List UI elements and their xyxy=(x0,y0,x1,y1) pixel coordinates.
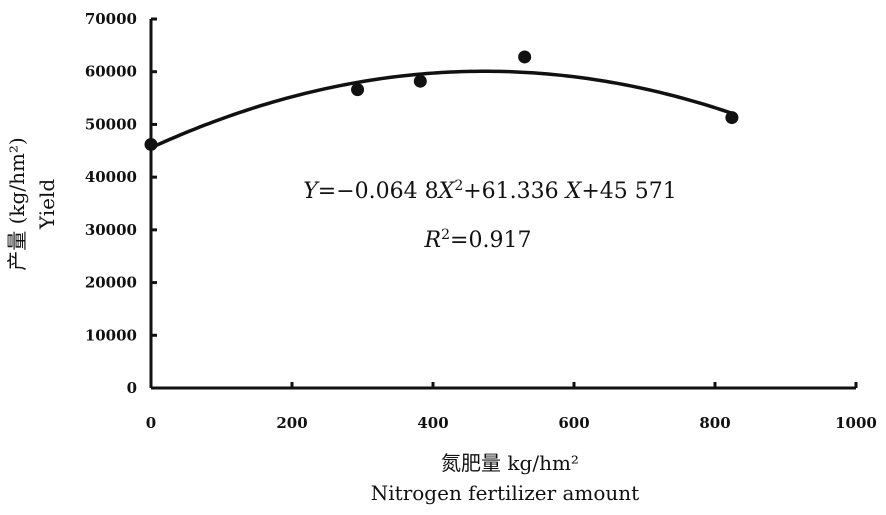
y-tick-label: 60000 xyxy=(85,63,137,81)
x-axis-title-en: Nitrogen fertilizer amount xyxy=(371,481,639,505)
x-tick-label: 0 xyxy=(146,414,156,432)
y-axis-title-en: Yield xyxy=(35,179,59,230)
data-point xyxy=(351,83,365,97)
y-tick-label: 70000 xyxy=(85,10,137,28)
y-tick-label: 30000 xyxy=(85,221,137,239)
x-tick-label: 200 xyxy=(276,414,307,432)
fit-curve xyxy=(150,69,733,150)
data-point xyxy=(413,74,427,88)
y-tick-label: 0 xyxy=(127,379,137,397)
data-points xyxy=(144,50,739,151)
y-ticks: 0 10000 20000 30000 40000 50000 60000 70000 xyxy=(85,10,157,397)
data-point xyxy=(144,137,158,151)
x-tick-label: 600 xyxy=(558,414,589,432)
x-tick-label: 800 xyxy=(699,414,730,432)
y-axis-title-cn: 产量 (kg/hm²) xyxy=(5,137,29,271)
y-tick-label: 50000 xyxy=(85,115,137,133)
x-tick-label: 1000 xyxy=(835,414,877,432)
r-squared: R2=0.917 xyxy=(424,227,532,253)
x-tick-label: 400 xyxy=(417,414,448,432)
data-point xyxy=(725,111,739,125)
data-point xyxy=(518,50,532,64)
fit-equation: Y=−0.064 8X2+61.336 X+45 571 xyxy=(303,178,676,204)
axes xyxy=(149,19,856,390)
y-tick-label: 10000 xyxy=(85,326,137,344)
y-tick-label: 20000 xyxy=(85,274,137,292)
x-ticks: 0 200 400 600 800 1000 xyxy=(146,382,877,432)
x-axis-title-cn: 氮肥量 kg/hm² xyxy=(441,451,579,475)
y-tick-label: 40000 xyxy=(85,168,137,186)
